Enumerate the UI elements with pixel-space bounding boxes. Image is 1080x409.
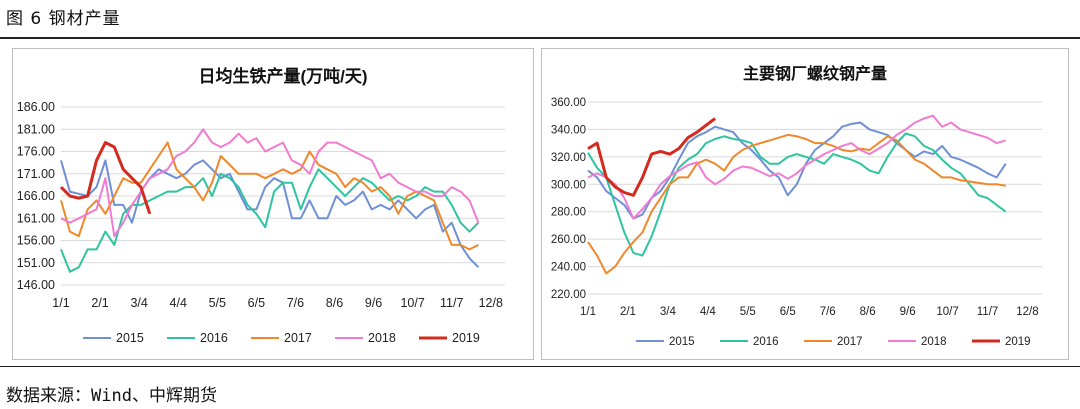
legend-label-2016: 2016 xyxy=(200,331,228,345)
y-tick-label: 166.00 xyxy=(17,189,55,203)
legend-label-2017: 2017 xyxy=(284,331,312,345)
y-tick-label: 280.00 xyxy=(551,207,586,219)
y-tick-label: 360.00 xyxy=(551,97,586,109)
x-tick-label: 11/7 xyxy=(977,306,999,318)
legend-label-2018: 2018 xyxy=(921,336,947,348)
y-tick-label: 181.00 xyxy=(17,122,55,136)
y-tick-label: 156.00 xyxy=(17,234,55,248)
legend-label-2015: 2015 xyxy=(116,331,144,345)
bottom-rule xyxy=(0,366,1080,367)
chart-title: 日均生铁产量(万吨/天) xyxy=(198,66,367,86)
rebar-chart-svg: 主要钢厂螺纹钢产量 220.00 240.00 260.00 280.00 300.00 3… xyxy=(551,64,1042,348)
chart-panel-rebar: 主要钢厂螺纹钢产量 220.00 240.00 260.00 280.00 300.00 3… xyxy=(541,48,1069,360)
y-tick-label: 220.00 xyxy=(551,289,586,301)
x-tick-label: 10/7 xyxy=(400,296,424,310)
series-line-2016 xyxy=(587,132,1007,257)
x-tick-label: 8/6 xyxy=(326,296,343,310)
y-tick-label: 161.00 xyxy=(17,211,55,225)
x-tick-label: 3/4 xyxy=(660,306,677,318)
y-tick-label: 340.00 xyxy=(551,124,586,136)
legend-label-2019: 2019 xyxy=(1005,336,1031,348)
x-tick-label: 1/1 xyxy=(52,296,69,310)
legend-label-2017: 2017 xyxy=(837,336,863,348)
x-tick-label: 10/7 xyxy=(936,306,958,318)
x-tick-label: 2/1 xyxy=(91,296,108,310)
legend-label-2019: 2019 xyxy=(452,331,480,345)
x-tick-label: 12/8 xyxy=(479,296,503,310)
legend-label-2015: 2015 xyxy=(669,336,695,348)
figure-title: 图 6 钢材产量 xyxy=(6,9,121,29)
chart-panel-pig-iron: 日均生铁产量(万吨/天) 146.00 151.00 156.00 161.00 166.… xyxy=(12,48,534,360)
y-tick-label: 151.00 xyxy=(17,256,55,270)
series-line-2017 xyxy=(60,141,479,251)
x-tick-label: 9/6 xyxy=(900,306,916,318)
top-rule xyxy=(0,37,1080,39)
x-tick-label: 7/6 xyxy=(287,296,304,310)
series-line-2015 xyxy=(587,121,1007,220)
y-tick-label: 146.00 xyxy=(17,278,55,292)
y-tick-label: 186.00 xyxy=(17,100,55,114)
x-tick-label: 6/5 xyxy=(248,296,265,310)
y-tick-label: 260.00 xyxy=(551,234,586,246)
y-tick-label: 171.00 xyxy=(17,167,55,181)
y-tick-label: 240.00 xyxy=(551,262,586,274)
x-tick-label: 8/6 xyxy=(860,306,876,318)
x-tick-label: 5/5 xyxy=(740,306,756,318)
x-tick-label: 1/1 xyxy=(580,306,596,318)
legend-label-2016: 2016 xyxy=(753,336,779,348)
x-tick-label: 4/4 xyxy=(170,296,187,310)
x-tick-label: 3/4 xyxy=(130,296,147,310)
x-tick-label: 7/6 xyxy=(820,306,836,318)
legend-label-2018: 2018 xyxy=(368,331,396,345)
series-line-2019 xyxy=(587,117,716,197)
series-line-2017 xyxy=(587,133,1006,275)
pig-iron-chart-svg: 日均生铁产量(万吨/天) 146.00 151.00 156.00 161.00 166.… xyxy=(17,66,505,345)
series-line-2018 xyxy=(60,128,480,238)
y-tick-label: 300.00 xyxy=(551,179,586,191)
x-tick-label: 4/4 xyxy=(700,306,717,318)
x-tick-label: 6/5 xyxy=(780,306,796,318)
data-source-note: 数据来源：Wind、中辉期货 xyxy=(6,386,217,406)
series-line-2018 xyxy=(587,114,1006,220)
x-tick-label: 11/7 xyxy=(440,296,463,310)
x-tick-label: 9/6 xyxy=(365,296,382,310)
series-line-2015 xyxy=(60,159,480,268)
series-line-2019 xyxy=(59,141,152,215)
x-tick-label: 2/1 xyxy=(620,306,636,318)
y-tick-label: 176.00 xyxy=(17,145,55,159)
x-tick-label: 5/5 xyxy=(209,296,226,310)
chart-title: 主要钢厂螺纹钢产量 xyxy=(743,64,887,83)
x-tick-label: 12/8 xyxy=(1016,306,1038,318)
y-tick-label: 320.00 xyxy=(551,152,586,164)
